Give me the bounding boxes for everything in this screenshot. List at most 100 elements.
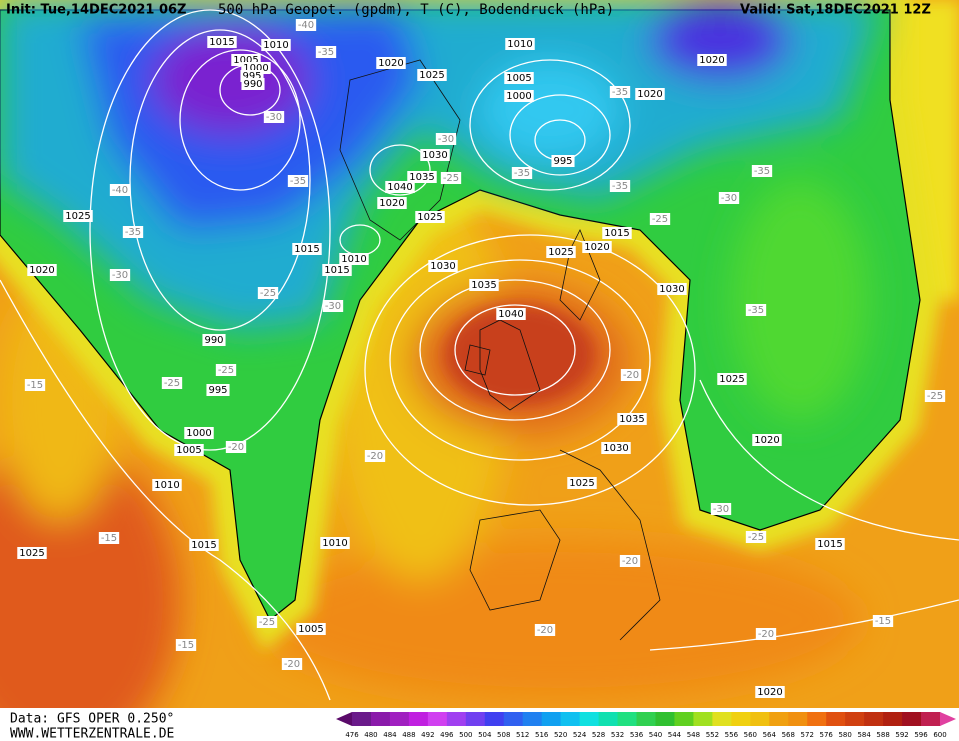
colorbar-label: 600: [933, 731, 946, 739]
colorbar-cell: [902, 712, 922, 726]
temperature-label-box: [315, 46, 337, 58]
colorbar-cell: [427, 712, 448, 726]
isobar-label: 1025: [417, 212, 442, 223]
isobar-label-box: [546, 246, 576, 258]
isobar-label-box: [755, 686, 785, 698]
isobar-label-box: [241, 78, 265, 90]
colorbar-cell: [712, 712, 732, 726]
temperature-label-box: [281, 658, 303, 670]
temperature-label-box: [225, 441, 247, 453]
colorbar-label: 508: [497, 731, 510, 739]
temperature-label-box: [295, 19, 317, 31]
temperature-label: -20: [758, 629, 774, 640]
temperature-label-box: [109, 184, 131, 196]
temperature-label: -15: [27, 380, 43, 391]
temperature-label: -30: [325, 301, 341, 312]
isobar-label: 1025: [548, 247, 573, 258]
isobar-label-box: [296, 623, 326, 635]
isobar-label-box: [189, 539, 219, 551]
temperature-label-box: [872, 615, 894, 627]
temperature-label: -35: [290, 176, 306, 187]
colorbar-label: 528: [592, 731, 605, 739]
temperature-label: -25: [218, 365, 234, 376]
temperature-label-box: [534, 624, 556, 636]
isobar-label: 1020: [637, 89, 662, 100]
colorbar-cell: [503, 712, 524, 726]
isobar-label: 1030: [603, 443, 628, 454]
temperature-label-box: [511, 167, 533, 179]
colorbar-cell: [674, 712, 694, 726]
isobar-label-box: [27, 264, 57, 276]
isobar-label: 1005: [506, 73, 531, 84]
isobar-label-box: [385, 181, 415, 193]
temperature-label: -40: [298, 20, 314, 31]
isobar-label-box: [376, 57, 406, 69]
colorbar-label: 564: [763, 731, 777, 739]
temperature-label-box: [364, 450, 386, 462]
temperature-label: -20: [622, 556, 638, 567]
isobar-label-box: [17, 547, 47, 559]
isobar-label: 1030: [430, 261, 455, 272]
temperature-label: -25: [652, 214, 668, 225]
isobar-label: 1015: [209, 37, 234, 48]
isobar-label-box: [505, 38, 535, 50]
temperature-label: -35: [318, 47, 334, 58]
colorbar-cell: [522, 712, 543, 726]
isobar-label-box: [206, 384, 230, 396]
isobar-label-box: [152, 479, 182, 491]
isobar-label-box: [469, 279, 499, 291]
colorbar-label: 504: [478, 731, 492, 739]
temperature-label: -15: [101, 533, 117, 544]
colorbar-cell: [750, 712, 770, 726]
temperature-label-box: [257, 287, 279, 299]
temperature-label-box: [256, 616, 278, 628]
colorbar-cell: [598, 712, 619, 726]
temperature-label-box: [175, 639, 197, 651]
temperature-label: -35: [125, 227, 141, 238]
temperature-label-box: [745, 531, 767, 543]
colorbar-cell: [484, 712, 505, 726]
temperature-label: -35: [748, 305, 764, 316]
isobar-label: 1020: [754, 435, 779, 446]
init-time: Init: Tue,14DEC2021 06Z: [6, 3, 186, 18]
colorbar-label: 520: [554, 731, 567, 739]
isobar-label-box: [617, 413, 647, 425]
temperature-label: -30: [713, 504, 729, 515]
temperature-label-box: [109, 269, 131, 281]
temperature-label-box: [619, 555, 641, 567]
colorbar-cell: [883, 712, 903, 726]
isobar-label: 1035: [471, 280, 496, 291]
colorbar-label: 532: [611, 731, 624, 739]
colorbar-label: 592: [895, 731, 908, 739]
isobar-label-box: [504, 90, 534, 102]
temperature-label: -35: [514, 168, 530, 179]
colorbar-label: 556: [725, 731, 739, 739]
temperature-label-box: [745, 304, 767, 316]
colorbar-label: 480: [364, 731, 377, 739]
temperature-label-box: [751, 165, 773, 177]
temperature-label-box: [755, 628, 777, 640]
isobar-label-box: [320, 537, 350, 549]
isobar-label: 1035: [409, 172, 434, 183]
colorbar-cell: [560, 712, 581, 726]
colorbar-cell: [389, 712, 410, 726]
isobar-label-box: [420, 149, 450, 161]
temperature-label: -35: [612, 87, 628, 98]
isobar-label-box: [261, 39, 291, 51]
temperature-label-box: [263, 111, 285, 123]
isobar-label: 1020: [584, 242, 609, 253]
isobar-label: 1010: [507, 39, 532, 50]
temperature-label-box: [609, 86, 631, 98]
colorbar-cell: [655, 712, 675, 726]
isobar-label: 990: [204, 335, 223, 346]
temperature-label: -15: [875, 616, 891, 627]
temperature-label-box: [287, 175, 309, 187]
temperature-label-box: [161, 377, 183, 389]
colorbar-cell: [807, 712, 827, 726]
isobar-label: 1025: [719, 374, 744, 385]
temperature-label: -25: [443, 173, 459, 184]
colorbar-label: 572: [801, 731, 814, 739]
isobar-label-box: [697, 54, 727, 66]
